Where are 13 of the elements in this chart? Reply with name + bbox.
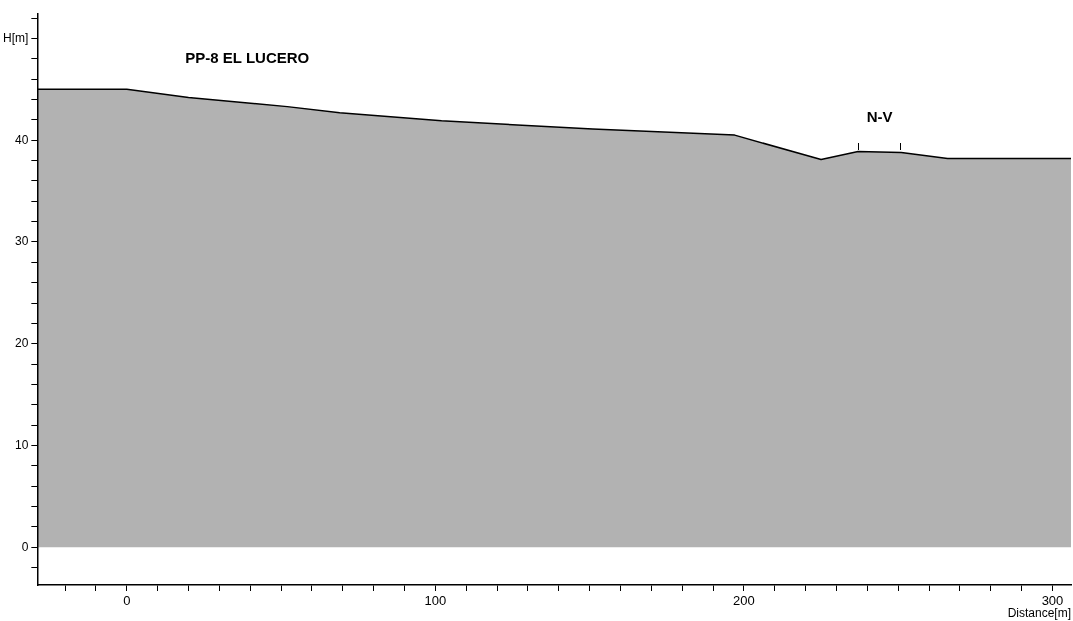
annotation: N-V [866,107,893,125]
x-tick-label: 200 [733,593,755,609]
x-tick-label: 100 [424,593,447,609]
x-tick-label: 0 [123,593,131,609]
x-axis-title: Distance[m] [1007,606,1071,621]
y-tick-label: H[m] [2,30,29,45]
y-tick-label: 0 [21,539,29,554]
y-tick-label: 30 [14,234,29,249]
text: PP-8 EL LUCERO [185,49,310,67]
y-tick-label: 20 [14,336,29,351]
y-tick-label: 40 [14,132,29,147]
y-tick-label: 10 [14,437,29,452]
x-tick-label: 300 [1041,593,1064,609]
